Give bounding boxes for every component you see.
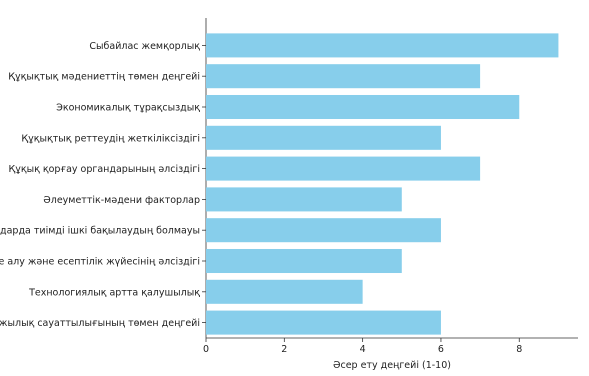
category-label: Әлеуметтік-мәдени факторлар bbox=[43, 195, 200, 206]
category-label: Құқықтық мәдениеттің төмен деңгейі bbox=[8, 72, 200, 83]
bar bbox=[206, 33, 559, 58]
x-tick-label: 8 bbox=[516, 344, 522, 355]
bar bbox=[206, 187, 402, 212]
x-tick-label: 0 bbox=[203, 344, 209, 355]
x-axis-title: Әсер ету деңгейі (1-10) bbox=[333, 360, 451, 371]
bar bbox=[206, 248, 402, 274]
x-ticks: 0 2 4 6 8 bbox=[203, 338, 522, 355]
category-label: Құқық қорғау органдарының әлсіздігі bbox=[9, 164, 200, 175]
bar bbox=[206, 125, 441, 150]
x-tick-label: 4 bbox=[360, 344, 366, 355]
bar bbox=[206, 310, 441, 335]
bar bbox=[206, 64, 481, 89]
category-label: Ұйымдарда тиімді ішкі бақылаудың болмауы bbox=[0, 226, 200, 237]
category-labels: Сыбайлас жемқорлық Құқықтық мәдениеттің т… bbox=[0, 41, 206, 329]
x-tick-label: 2 bbox=[281, 344, 287, 355]
x-tick-label: 6 bbox=[438, 344, 444, 355]
category-label: Есепке алу және есептілік жүйесінің әлсі… bbox=[0, 257, 200, 268]
bar bbox=[206, 94, 520, 120]
category-label: Экономикалық тұрақсыздық bbox=[56, 103, 200, 114]
bar bbox=[206, 156, 481, 181]
category-label: Халықтың қаржылық сауаттылығының төмен д… bbox=[0, 318, 200, 329]
bar bbox=[206, 218, 441, 243]
category-label: Құқықтық реттеудің жеткіліксіздігі bbox=[21, 133, 200, 144]
category-label: Технологиялық артта қалушылық bbox=[28, 287, 200, 298]
bars-group bbox=[206, 33, 559, 335]
category-label: Сыбайлас жемқорлық bbox=[89, 41, 200, 52]
bar bbox=[206, 279, 363, 304]
